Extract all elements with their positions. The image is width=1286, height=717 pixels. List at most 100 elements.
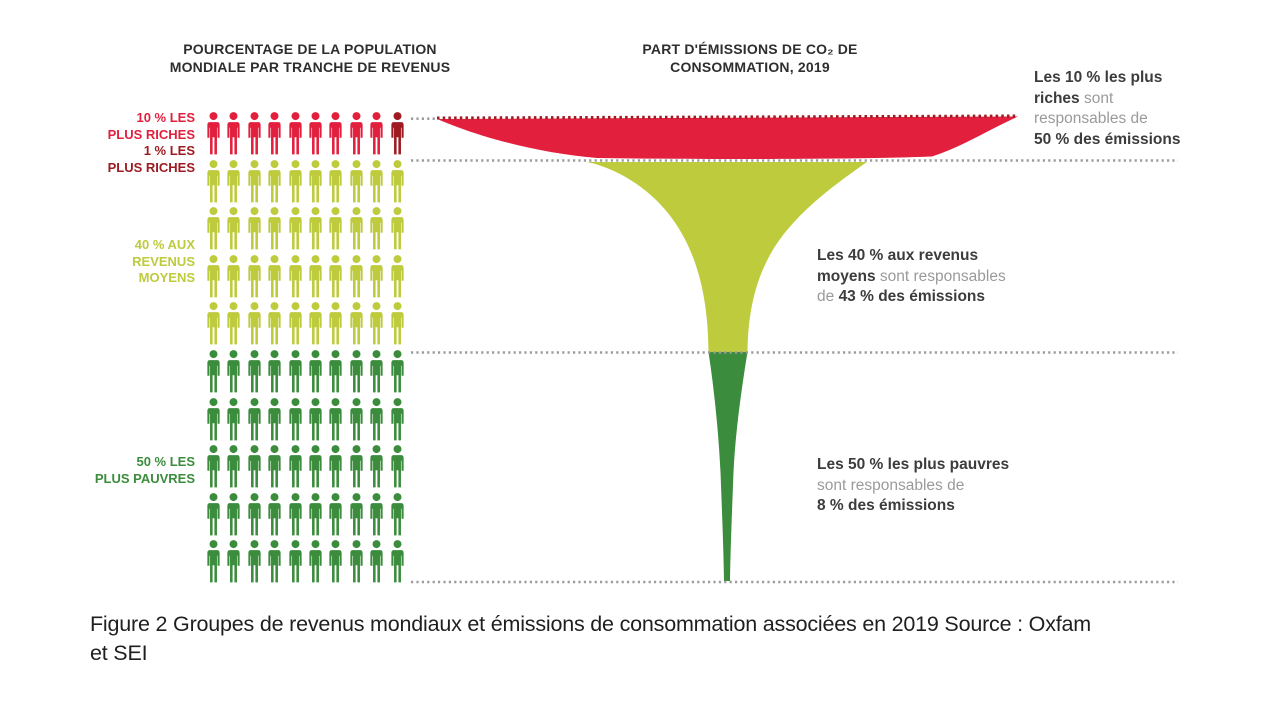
person-icon <box>268 112 281 155</box>
person-icon <box>227 302 241 345</box>
person-icon <box>288 492 302 536</box>
person-icon <box>329 540 342 583</box>
person-icon <box>350 445 363 488</box>
person-icon <box>329 207 342 250</box>
annotation-segment: sont responsables de <box>817 476 965 494</box>
person-icon <box>207 540 220 583</box>
pictogram-row <box>204 301 407 345</box>
person-icon <box>207 397 220 440</box>
person-icon <box>207 350 220 393</box>
row-label-top10: 10 % LES PLUS RICHES <box>107 110 195 142</box>
person-icon <box>390 445 404 488</box>
person-icon <box>207 254 220 298</box>
pictogram-row <box>204 159 407 203</box>
person-icon <box>309 159 322 202</box>
person-icon <box>227 112 241 155</box>
person-icon <box>248 397 261 440</box>
pictogram-row <box>204 206 407 250</box>
person-icon <box>248 350 261 393</box>
person-icon <box>390 112 404 155</box>
person-icon <box>268 350 281 393</box>
person-icon <box>329 254 342 298</box>
row-label-middle40: 40 % AUX REVENUS MOYENS <box>132 237 195 285</box>
person-icon <box>390 207 404 250</box>
person-icon <box>248 112 261 155</box>
person-icon <box>227 350 241 393</box>
person-icon <box>370 492 383 536</box>
person-icon <box>248 445 261 488</box>
person-icon <box>207 112 220 155</box>
person-icon <box>268 397 281 440</box>
person-icon <box>309 112 322 155</box>
person-icon <box>227 540 241 583</box>
person-icon <box>350 540 363 583</box>
person-icon <box>390 540 404 583</box>
person-icon <box>309 540 322 583</box>
person-icon <box>329 445 342 488</box>
person-icon <box>309 492 322 536</box>
person-icon <box>227 207 241 250</box>
right-panel-title: PART D'ÉMISSIONS DE CO₂ DE CONSOMMATION,… <box>642 41 858 75</box>
pictogram-row <box>204 444 407 488</box>
person-icon <box>350 492 363 536</box>
person-icon <box>370 207 383 250</box>
annotation-segment: 43 % des émissions <box>838 288 986 305</box>
person-icon <box>248 540 261 583</box>
person-icon <box>370 397 383 440</box>
annotation-segment: 8 % des émissions <box>817 497 955 514</box>
person-icon <box>350 397 363 440</box>
person-icon <box>370 159 383 202</box>
person-icon <box>268 254 281 298</box>
person-icon <box>248 302 261 345</box>
pictogram-row <box>204 397 407 441</box>
figure-caption: Figure 2 Groupes de revenus mondiaux et … <box>90 612 1091 665</box>
person-icon <box>350 159 363 202</box>
person-icon <box>288 302 302 345</box>
person-icon <box>248 159 261 202</box>
person-icon <box>227 445 241 488</box>
annotation-segment: Les 50 % les plus pauvres <box>817 456 1010 473</box>
person-icon <box>390 302 404 345</box>
person-icon <box>288 159 302 202</box>
person-icon <box>309 445 322 488</box>
person-icon <box>390 492 404 536</box>
person-icon <box>350 207 363 250</box>
funnel-rich-shape <box>437 116 1018 159</box>
pictogram-row <box>204 111 407 155</box>
pictogram-row <box>204 492 407 536</box>
person-icon <box>370 302 383 345</box>
annotation-segment: Les 40 % aux revenus moyens <box>817 247 979 285</box>
person-icon <box>268 302 281 345</box>
person-icon <box>268 540 281 583</box>
person-icon <box>370 540 383 583</box>
pictogram-row <box>204 254 407 298</box>
person-icon <box>268 492 281 536</box>
person-icon <box>227 397 241 440</box>
person-icon <box>268 159 281 202</box>
person-icon <box>288 540 302 583</box>
person-icon <box>207 492 220 536</box>
person-icon <box>248 207 261 250</box>
annotation-bottom50: Les 50 % les plus pauvres sont responsab… <box>817 455 1057 517</box>
funnel-rich-top-border <box>436 114 1019 120</box>
person-icon <box>329 159 342 202</box>
annotation-top10: Les 10 % les plus riches sont responsabl… <box>1034 68 1214 150</box>
row-label-top1: 1 % LES PLUS RICHES <box>107 143 195 175</box>
row-label-bottom50: 50 % LES PLUS PAUVRES <box>94 454 195 486</box>
person-icon <box>329 350 342 393</box>
person-icon <box>370 112 383 155</box>
annotation-segment: Les 10 % les plus riches <box>1034 69 1163 107</box>
person-icon <box>390 397 404 440</box>
person-icon <box>288 445 302 488</box>
person-icon <box>329 397 342 440</box>
pictogram-row <box>204 539 407 583</box>
person-icon <box>227 159 241 202</box>
person-icon <box>207 302 220 345</box>
person-icon <box>268 445 281 488</box>
funnel-poor-shape <box>708 352 748 581</box>
pictogram-row <box>204 349 407 393</box>
annotation-middle40: Les 40 % aux revenus moyens sont respons… <box>817 246 1057 308</box>
person-icon <box>390 254 404 298</box>
person-icon <box>350 302 363 345</box>
